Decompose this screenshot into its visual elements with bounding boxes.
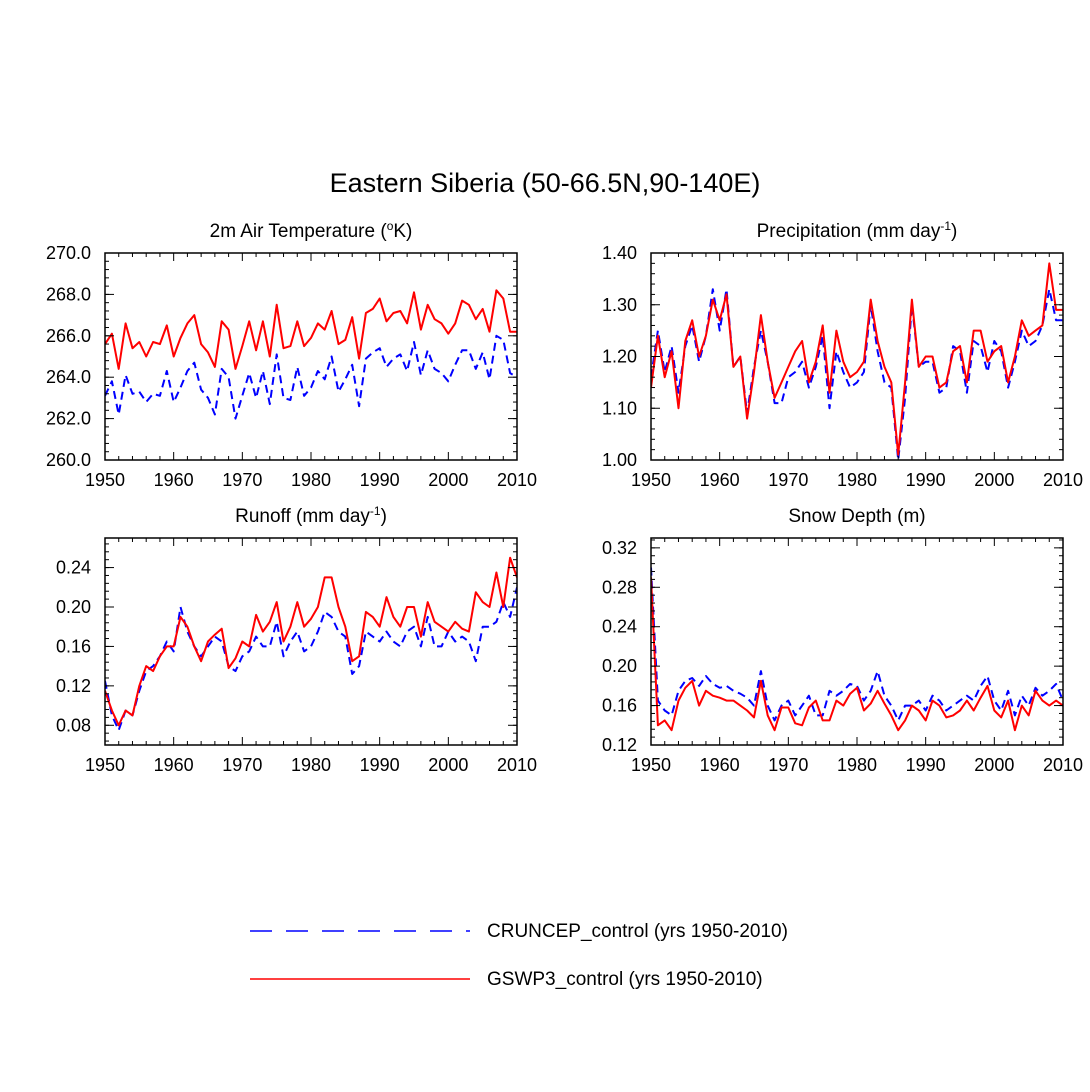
y-tick-label: 0.16 <box>602 696 637 716</box>
figure-title: Eastern Siberia (50-66.5N,90-140E) <box>330 168 761 198</box>
panel-title: Runoff (mm day-1) <box>235 504 387 527</box>
x-tick-label: 1970 <box>768 470 808 490</box>
x-tick-label: 2000 <box>974 755 1014 775</box>
x-tick-label: 1950 <box>85 470 125 490</box>
x-tick-label: 2000 <box>428 755 468 775</box>
x-tick-label: 1970 <box>768 755 808 775</box>
y-tick-label: 0.24 <box>56 558 91 578</box>
panel-title: Precipitation (mm day-1) <box>757 219 958 242</box>
y-tick-label: 0.20 <box>56 597 91 617</box>
series-line-gswp3-control <box>651 577 1063 732</box>
x-tick-label: 2010 <box>497 755 537 775</box>
legend: CRUNCEP_control (yrs 1950-2010) GSWP3_co… <box>250 921 788 990</box>
legend-label-gswp3: GSWP3_control (yrs 1950-2010) <box>487 969 763 990</box>
y-tick-label: 1.20 <box>602 347 637 367</box>
y-tick-label: 0.08 <box>56 715 91 735</box>
y-tick-label: 270.0 <box>46 243 91 263</box>
y-tick-label: 1.00 <box>602 450 637 470</box>
x-tick-label: 1980 <box>837 470 877 490</box>
y-tick-label: 268.0 <box>46 284 91 304</box>
series-line-cruncep-control <box>105 587 517 732</box>
x-tick-label: 1950 <box>85 755 125 775</box>
plot-frame <box>650 537 1064 746</box>
legend-label-cruncep: CRUNCEP_control (yrs 1950-2010) <box>487 921 788 942</box>
series-line-gswp3-control <box>105 289 517 370</box>
panel-precipitation: Precipitation (mm day-1) 1950 1960 1970 1980… <box>602 219 1083 490</box>
y-tick-label: 0.20 <box>602 656 637 676</box>
x-tick-label: 2000 <box>428 470 468 490</box>
x-tick-label: 1960 <box>700 755 740 775</box>
panel-title: Snow Depth (m) <box>788 506 925 527</box>
x-tick-label: 1960 <box>700 470 740 490</box>
panel-snow-depth: Snow Depth (m) 1950 1960 1970 1980 1990 2000 20… <box>602 506 1083 775</box>
series-line-cruncep-control <box>651 288 1063 460</box>
x-tick-label: 2010 <box>1043 470 1083 490</box>
y-tick-label: 1.10 <box>602 398 637 418</box>
plot-frame <box>104 252 518 461</box>
x-tick-label: 1980 <box>291 755 331 775</box>
x-tick-label: 2010 <box>1043 755 1083 775</box>
y-tick-label: 262.0 <box>46 409 91 429</box>
y-tick-label: 0.24 <box>602 617 637 637</box>
series-line-cruncep-control <box>105 334 517 420</box>
x-tick-label: 1970 <box>222 755 262 775</box>
y-tick-label: 260.0 <box>46 450 91 470</box>
x-tick-label: 2010 <box>497 470 537 490</box>
x-tick-label: 1960 <box>154 470 194 490</box>
panel-title: 2m Air Temperature (oK) <box>210 219 413 242</box>
x-tick-label: 1990 <box>360 755 400 775</box>
x-tick-label: 1950 <box>631 470 671 490</box>
x-tick-label: 1950 <box>631 755 671 775</box>
panel-runoff: Runoff (mm day-1) 1950 1960 1970 1980 1990 200… <box>56 504 537 775</box>
y-tick-label: 266.0 <box>46 326 91 346</box>
series-line-gswp3-control <box>105 556 517 727</box>
x-tick-label: 1970 <box>222 470 262 490</box>
y-tick-label: 0.16 <box>56 636 91 656</box>
x-tick-label: 1980 <box>837 755 877 775</box>
x-tick-label: 1990 <box>360 470 400 490</box>
panel-air-temperature: 2m Air Temperature (oK) 1950 1960 1970 1980 1… <box>46 219 537 490</box>
x-tick-label: 1960 <box>154 755 194 775</box>
x-tick-label: 1990 <box>906 470 946 490</box>
y-tick-label: 1.40 <box>602 243 637 263</box>
y-tick-label: 1.30 <box>602 295 637 315</box>
series-line-gswp3-control <box>651 262 1063 456</box>
x-tick-label: 1990 <box>906 755 946 775</box>
y-tick-label: 0.12 <box>602 735 637 755</box>
y-tick-label: 0.32 <box>602 538 637 558</box>
x-tick-label: 1980 <box>291 470 331 490</box>
y-tick-label: 0.28 <box>602 577 637 597</box>
series-line-cruncep-control <box>651 567 1063 722</box>
y-tick-label: 264.0 <box>46 367 91 387</box>
x-tick-label: 2000 <box>974 470 1014 490</box>
y-tick-label: 0.12 <box>56 676 91 696</box>
